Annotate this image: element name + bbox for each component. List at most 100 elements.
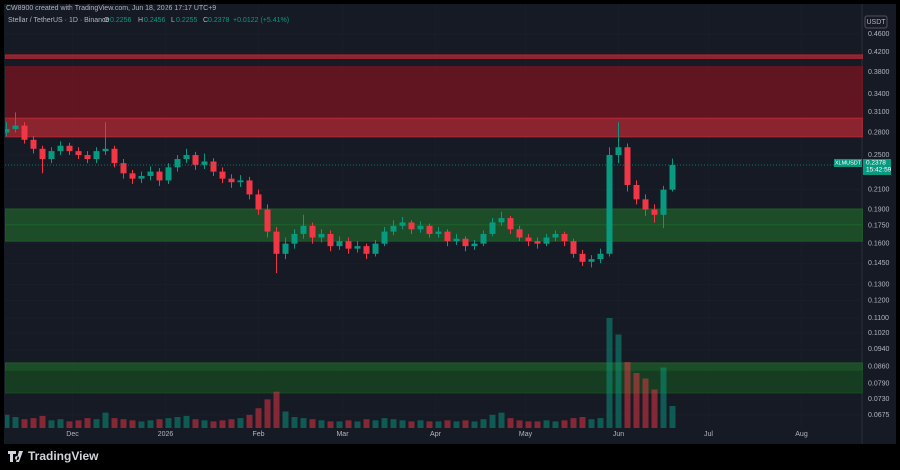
- volume-bar: [30, 418, 37, 428]
- candle-body: [39, 148, 46, 160]
- zone: [5, 66, 863, 119]
- candle-body: [642, 199, 649, 210]
- volume-bar: [147, 420, 154, 428]
- volume-bar: [516, 420, 523, 428]
- volume-bar: [48, 420, 55, 428]
- candle-body: [597, 253, 604, 260]
- candle-body: [354, 246, 361, 249]
- legend: Stellar / TetherUS · 1D · Binance O 0.22…: [8, 17, 289, 24]
- volume-bar: [453, 421, 460, 428]
- candle-body: [102, 148, 109, 152]
- volume-bar: [561, 420, 568, 428]
- price-label-bg: [834, 158, 862, 167]
- currency[interactable]: USDT: [866, 19, 886, 26]
- y-tick-label: 0.3800: [868, 69, 890, 76]
- candle-body: [552, 233, 559, 238]
- l-value: 0.2255: [176, 17, 198, 24]
- y-tick-label: 0.0860: [868, 364, 890, 371]
- volume-bar: [507, 418, 514, 428]
- volume-bar: [255, 408, 262, 428]
- change: +0.0122 (+5.41%): [233, 17, 289, 24]
- h-label: H: [138, 17, 143, 24]
- volume-bar: [228, 419, 235, 428]
- c-label: C: [203, 17, 208, 24]
- candle-body: [12, 125, 19, 130]
- volume-bar: [120, 419, 127, 428]
- candle-body: [21, 125, 28, 140]
- y-tick-label: 0.1300: [868, 282, 890, 289]
- y-tick-label: 0.1450: [868, 260, 890, 267]
- candle-body: [561, 233, 568, 242]
- volume-bar: [129, 420, 136, 428]
- candle-body: [588, 259, 595, 262]
- candle-body: [5, 129, 10, 133]
- candle-body: [264, 209, 271, 232]
- candle-body: [426, 225, 433, 234]
- candle-body: [570, 241, 577, 254]
- price-time: 15:42:59: [866, 167, 892, 174]
- y-tick-label: 0.1200: [868, 298, 890, 305]
- volume-bar: [642, 378, 649, 428]
- candle-body: [579, 253, 586, 262]
- x-tick-label: Dec: [66, 431, 79, 438]
- x-tick-label: Aug: [795, 431, 808, 438]
- o-value: 0.2256: [110, 17, 132, 24]
- candle-body: [246, 180, 253, 195]
- candle-body: [633, 184, 640, 200]
- candle-body: [435, 231, 442, 234]
- volume-bar: [390, 419, 397, 428]
- volume-bar: [462, 420, 469, 428]
- volume-bar: [660, 367, 667, 428]
- candle-body: [174, 159, 181, 168]
- candle-body: [129, 173, 136, 179]
- volume-bar: [498, 412, 505, 428]
- volume-bar: [471, 421, 478, 428]
- candle-body: [120, 163, 127, 174]
- volume-bar: [624, 362, 631, 428]
- volume-bar: [165, 418, 172, 428]
- volume-bar: [291, 417, 298, 428]
- y-tick-label: 0.1600: [868, 240, 890, 247]
- candle-body: [219, 171, 226, 179]
- volume-bar: [111, 418, 118, 428]
- candle-body: [282, 243, 289, 254]
- y-tick-label: 0.4600: [868, 31, 890, 38]
- y-tick-label: 0.2800: [868, 129, 890, 136]
- volume-bar: [597, 418, 604, 428]
- volume-bar: [66, 421, 73, 428]
- candle-body: [255, 194, 262, 210]
- volume-bar: [84, 418, 91, 428]
- candle-body: [489, 222, 496, 234]
- candle-body: [363, 246, 370, 254]
- candle-body: [471, 243, 478, 247]
- y-tick-label: 0.1900: [868, 206, 890, 213]
- c-value: 0.2378: [208, 17, 230, 24]
- y-tick-label: 0.2500: [868, 152, 890, 159]
- zone: [5, 370, 863, 394]
- volume-bar: [246, 414, 253, 428]
- candle-body: [48, 151, 55, 160]
- volume-bar: [174, 417, 181, 428]
- candle-body: [669, 164, 676, 190]
- volume-bar: [354, 421, 361, 428]
- candle-body: [498, 218, 505, 223]
- volume-bar: [282, 411, 289, 428]
- currency-box[interactable]: [864, 15, 888, 29]
- volume-bar: [435, 421, 442, 428]
- candle-body: [525, 237, 532, 242]
- volume-bar: [525, 421, 532, 428]
- volume-bar: [336, 421, 343, 428]
- plot: [5, 4, 863, 428]
- y-tick-label: 0.2100: [868, 186, 890, 193]
- x-tick-label: Feb: [252, 431, 264, 438]
- candle-body: [84, 155, 91, 160]
- credit: CW8900 created with TradingView.com, Jun…: [6, 5, 216, 12]
- candle-body: [408, 222, 415, 230]
- volume-bar: [534, 421, 541, 428]
- candle-body: [372, 243, 379, 254]
- y-tick-label: 0.0790: [868, 381, 890, 388]
- logo: TradingView: [8, 449, 99, 463]
- candle-body: [291, 233, 298, 244]
- candle-body: [66, 145, 73, 152]
